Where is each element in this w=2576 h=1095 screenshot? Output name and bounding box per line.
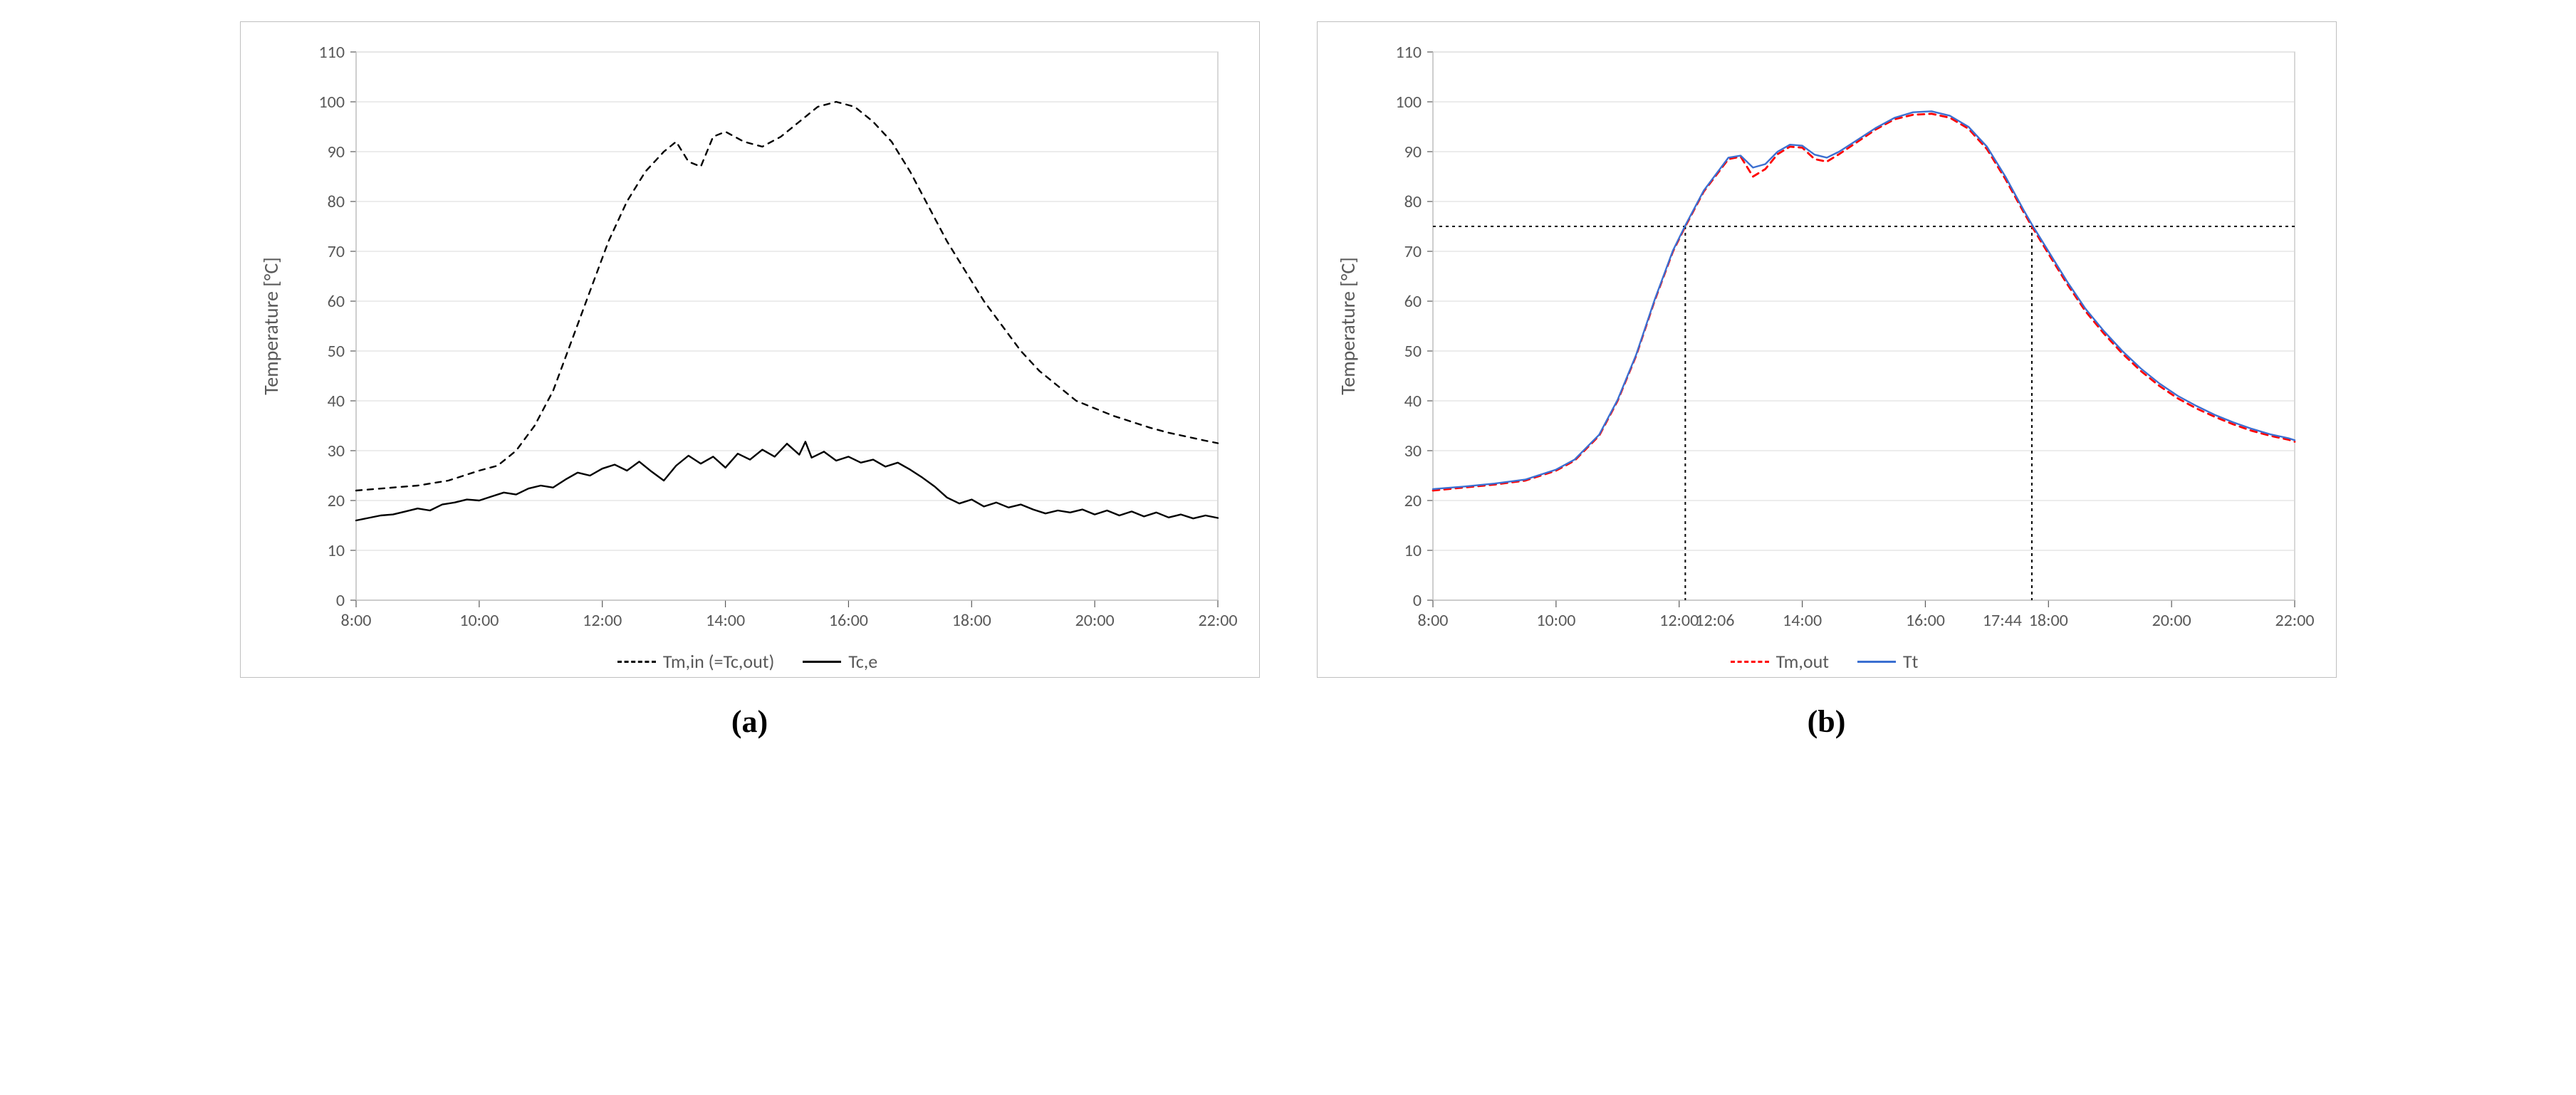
- svg-text:12:00: 12:00: [583, 610, 622, 631]
- svg-text:22:00: 22:00: [1198, 610, 1237, 631]
- svg-text:40: 40: [1404, 391, 1421, 412]
- svg-text:20:00: 20:00: [2152, 610, 2191, 631]
- chart-a-legend: Tm,in (=Tc,out) Tc,e: [249, 650, 1246, 673]
- svg-text:0: 0: [1412, 590, 1421, 611]
- svg-text:14:00: 14:00: [1783, 610, 1822, 631]
- chart-b-svg: 01020304050607080901001108:0010:0012:001…: [1326, 31, 2323, 643]
- svg-text:90: 90: [327, 142, 344, 162]
- caption-a: (a): [731, 703, 768, 740]
- svg-text:16:00: 16:00: [1905, 610, 1944, 631]
- legend-swatch: [803, 661, 841, 663]
- panel-b: 01020304050607080901001108:0010:0012:001…: [1317, 21, 2337, 740]
- svg-text:12:06: 12:06: [1695, 610, 1734, 631]
- svg-text:20: 20: [327, 491, 344, 511]
- svg-text:20:00: 20:00: [1075, 610, 1114, 631]
- svg-text:Temperature [°C]: Temperature [°C]: [259, 257, 283, 395]
- chart-a-svg: 0 10 20 30 40 50 60 70 80 90 100 110 8:00 10:00 12:00 1…: [249, 31, 1246, 643]
- legend-item: Tt: [1857, 650, 1918, 673]
- svg-text:60: 60: [1404, 291, 1421, 312]
- legend-label: Tm,in (=Tc,out): [663, 650, 775, 673]
- chart-b-box: 01020304050607080901001108:0010:0012:001…: [1317, 21, 2337, 678]
- svg-text:90: 90: [1404, 142, 1421, 162]
- caption-b: (b): [1808, 703, 1846, 740]
- svg-text:8:00: 8:00: [340, 610, 371, 631]
- chart-a-box: 0 10 20 30 40 50 60 70 80 90 100 110 8:00 10:00 12:00 1…: [240, 21, 1260, 678]
- svg-text:8:00: 8:00: [1417, 610, 1448, 631]
- legend-item: Tm,in (=Tc,out): [617, 650, 775, 673]
- legend-label: Tm,out: [1776, 650, 1829, 673]
- svg-text:30: 30: [327, 441, 344, 461]
- svg-text:10: 10: [1404, 540, 1421, 561]
- legend-swatch: [1857, 661, 1896, 663]
- svg-text:80: 80: [327, 192, 344, 212]
- svg-text:50: 50: [1404, 341, 1421, 362]
- svg-text:18:00: 18:00: [2028, 610, 2067, 631]
- chart-b-legend: Tm,out Tt: [1326, 650, 2323, 673]
- svg-text:10:00: 10:00: [1536, 610, 1575, 631]
- svg-text:70: 70: [1404, 241, 1421, 262]
- svg-text:17:44: 17:44: [1982, 610, 2021, 631]
- svg-text:100: 100: [1395, 92, 1422, 112]
- panel-a: 0 10 20 30 40 50 60 70 80 90 100 110 8:00 10:00 12:00 1…: [240, 21, 1260, 740]
- svg-text:110: 110: [1395, 42, 1422, 63]
- svg-text:12:00: 12:00: [1659, 610, 1699, 631]
- legend-swatch: [617, 661, 656, 663]
- svg-text:60: 60: [327, 291, 344, 312]
- svg-text:Temperature [°C]: Temperature [°C]: [1335, 257, 1360, 395]
- svg-text:22:00: 22:00: [2275, 610, 2314, 631]
- svg-text:20: 20: [1404, 491, 1421, 511]
- svg-text:16:00: 16:00: [828, 610, 867, 631]
- svg-text:40: 40: [327, 391, 344, 412]
- svg-text:30: 30: [1404, 441, 1421, 461]
- svg-text:10: 10: [327, 540, 344, 561]
- legend-item: Tm,out: [1731, 650, 1829, 673]
- svg-text:14:00: 14:00: [706, 610, 745, 631]
- legend-label: Tt: [1903, 650, 1918, 673]
- svg-text:50: 50: [327, 341, 344, 362]
- svg-text:80: 80: [1404, 192, 1421, 212]
- legend-label: Tc,e: [848, 650, 877, 673]
- svg-text:100: 100: [318, 92, 345, 112]
- figure-container: 01020304050607080901001108:0010:0012:001…: [0, 0, 2576, 754]
- svg-text:10:00: 10:00: [459, 610, 499, 631]
- legend-item: Tc,e: [803, 650, 877, 673]
- svg-text:0: 0: [335, 590, 344, 611]
- svg-text:70: 70: [327, 241, 344, 262]
- svg-text:110: 110: [318, 42, 345, 63]
- svg-text:18:00: 18:00: [951, 610, 991, 631]
- legend-swatch: [1731, 661, 1769, 663]
